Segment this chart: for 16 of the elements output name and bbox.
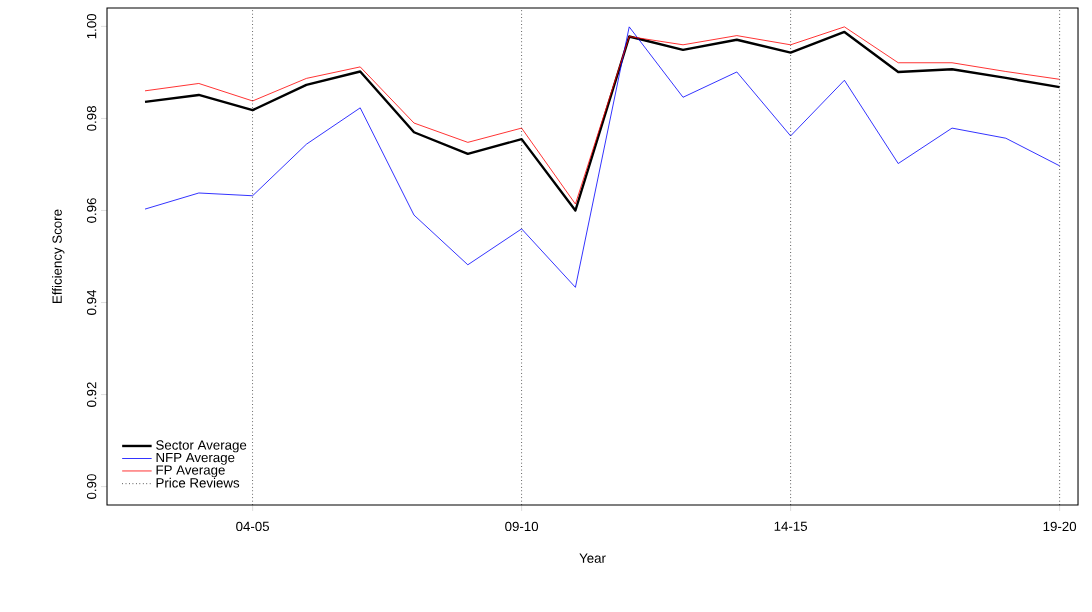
y-tick-label: 0.96 xyxy=(86,198,97,223)
x-axis-title: Year xyxy=(579,553,606,563)
x-tick-label: 04-05 xyxy=(236,521,270,532)
x-tick-label: 14-15 xyxy=(774,521,808,531)
legend-label: Sector Average xyxy=(156,440,247,453)
x-tick-label: 09-10 xyxy=(505,521,539,532)
legend-label: FP Average xyxy=(156,465,225,478)
ref-line-label: Price Reviews xyxy=(156,477,240,488)
y-tick-label: 0.92 xyxy=(86,382,97,407)
x-tick-label: 19-20 xyxy=(1043,521,1077,532)
y-tick-label: 0.90 xyxy=(86,474,97,499)
y-tick-label: 0.98 xyxy=(86,106,97,131)
legend-label: NFP Average xyxy=(156,452,235,465)
y-tick-label: 0.94 xyxy=(86,289,97,315)
y-tick-label: 1.00 xyxy=(86,13,97,39)
y-axis-title: Efficiency Score xyxy=(52,209,65,303)
